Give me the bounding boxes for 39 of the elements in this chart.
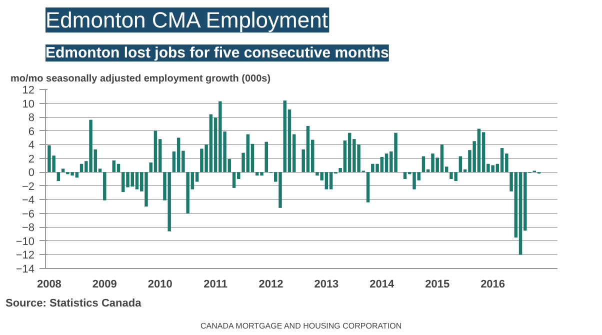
bar <box>366 172 370 202</box>
y-tick-label: 12 <box>22 84 35 96</box>
bar <box>458 156 462 172</box>
y-tick-label: 6 <box>28 126 35 138</box>
x-tick-label: 2012 <box>258 278 284 290</box>
x-tick-label: 2011 <box>204 278 228 290</box>
source-note: Source: Statistics Canada <box>6 298 142 310</box>
bar <box>135 172 139 190</box>
y-tick-label: 4 <box>28 140 35 152</box>
bar <box>264 142 268 172</box>
y-tick-label: −6 <box>22 208 35 220</box>
x-tick-label: 2008 <box>36 278 62 290</box>
bar <box>103 172 106 200</box>
y-tick-label: 8 <box>28 112 35 124</box>
y-tick-label: 0 <box>28 167 35 180</box>
y-tick-label: −10 <box>16 236 35 248</box>
y-tick-label: 2 <box>28 153 35 166</box>
bar <box>56 172 60 182</box>
x-tick-label: 2013 <box>314 278 339 290</box>
bar <box>422 156 426 172</box>
y-tick-label: −4 <box>22 194 35 207</box>
chart-subtitle: Edmonton lost jobs for five consecutive months <box>46 44 389 62</box>
x-tick-label: 2016 <box>480 278 506 290</box>
text: CANADA MORTGAGE AND HOUSING CORPORATION <box>200 322 402 330</box>
bar <box>116 164 120 172</box>
chart-title: Edmonton CMA Employment <box>46 8 328 32</box>
y-tick-label: 10 <box>22 98 35 110</box>
bar <box>61 168 65 172</box>
y-tick-label: −2 <box>22 180 35 193</box>
x-tick-label: 2009 <box>92 278 117 290</box>
bar <box>403 172 407 179</box>
y-tick-label: −8 <box>22 222 35 234</box>
bar <box>112 160 116 172</box>
x-tick-label: 2014 <box>370 278 396 290</box>
y-tick-label: −14 <box>16 264 35 276</box>
y-axis-title: mo/mo seasonally adjusted employment growth (000s) <box>10 74 271 84</box>
y-tick-label: −12 <box>16 250 35 262</box>
x-tick-label: 2010 <box>148 278 172 290</box>
x-tick-label: 2015 <box>425 278 450 290</box>
